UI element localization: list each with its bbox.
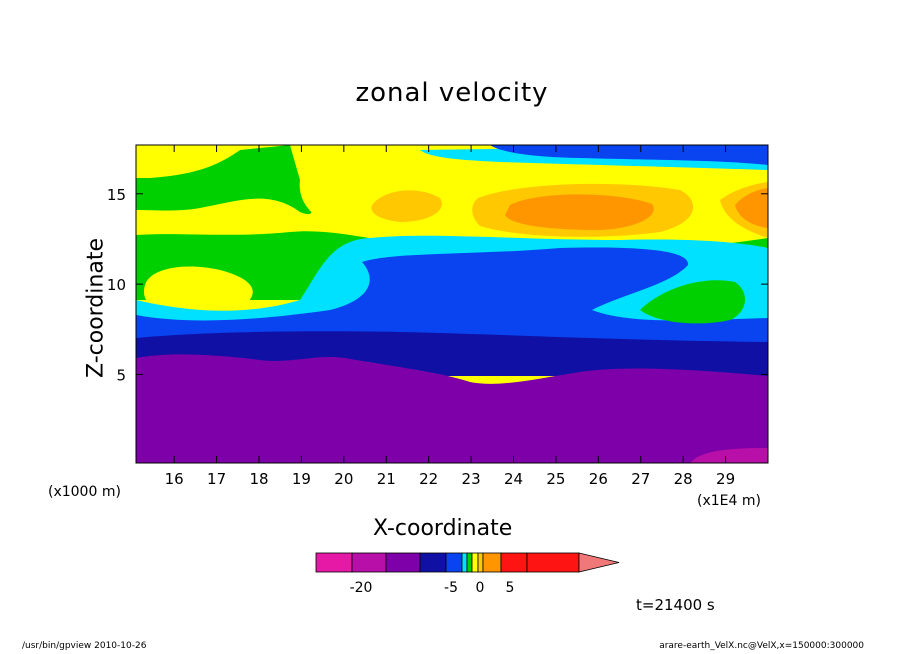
colorbar-segment [445, 552, 463, 573]
footer-right: arare-earth_VelX.nc@VelX,x=150000:300000 [659, 641, 864, 651]
x-tick-label: 21 [377, 470, 396, 488]
x-axis-label: X-coordinate [373, 516, 513, 541]
x-tick-label: 22 [419, 470, 438, 488]
colorbar-segment [471, 552, 479, 573]
x-tick-label: 26 [589, 470, 608, 488]
x-tick-label: 29 [716, 470, 735, 488]
colorbar-segment [385, 552, 421, 573]
colorbar-tick-label: -5 [444, 580, 458, 596]
colorbar-segment [461, 552, 468, 573]
y-tick-label: 5 [116, 366, 126, 384]
region-yellow-left-top [136, 150, 240, 178]
colorbar-segment [315, 552, 353, 573]
region-purple [136, 354, 768, 463]
region-orange-dark-c [735, 188, 768, 228]
colorbar: -20 -5 0 5 [315, 552, 620, 596]
footer-left: /usr/bin/gpview 2010-10-26 [22, 641, 147, 651]
region-orange-light-a [371, 190, 442, 222]
colorbar-segment [351, 552, 387, 573]
colorbar-segment [419, 552, 447, 573]
x-tick-label: 19 [292, 470, 311, 488]
x-tick-label: 23 [462, 470, 481, 488]
colorbar-segment [477, 552, 484, 573]
y-tick-group: 5 10 15 [107, 186, 768, 384]
region-blue-mid [136, 247, 768, 345]
plot-frame [135, 144, 769, 464]
y-axis-label: Z-coordinate [83, 238, 109, 378]
region-yellow-left [143, 266, 253, 316]
colorbar-segment [500, 552, 528, 573]
y-unit-label: (x1000 m) [48, 484, 121, 500]
x-tick-label: 24 [504, 470, 523, 488]
time-label: t=21400 s [636, 596, 715, 614]
x-tick-label: 18 [249, 470, 268, 488]
region-green-upper [136, 145, 312, 215]
colorbar-segment [482, 552, 502, 573]
region-orange-dark-b [505, 194, 654, 230]
y-tick-label: 15 [107, 186, 126, 204]
x-tick-label: 28 [674, 470, 693, 488]
region-magenta-br [690, 448, 768, 463]
x-tick-label: 17 [207, 470, 226, 488]
x-tick-label: 16 [165, 470, 184, 488]
colorbar-tick-label: 0 [476, 580, 485, 596]
heatmap-regions [136, 145, 768, 463]
colorbar-tick-label: -20 [350, 580, 373, 596]
colorbar-segment [466, 552, 473, 573]
chart-title: zonal velocity [355, 78, 549, 108]
x-tick-label: 27 [631, 470, 650, 488]
x-tick-label: 20 [334, 470, 353, 488]
colorbar-overflow-arrow [578, 552, 620, 573]
colorbar-segment-high [526, 552, 580, 573]
x-unit-label: (x1E4 m) [697, 493, 761, 509]
y-tick-label: 10 [107, 276, 126, 294]
region-top-blue [490, 145, 768, 165]
region-green-right [640, 280, 746, 324]
x-tick-group: 16 17 18 19 20 21 22 23 24 25 26 27 28 29 [165, 145, 735, 488]
x-tick-label: 25 [546, 470, 565, 488]
colorbar-tick-label: 5 [506, 580, 515, 596]
